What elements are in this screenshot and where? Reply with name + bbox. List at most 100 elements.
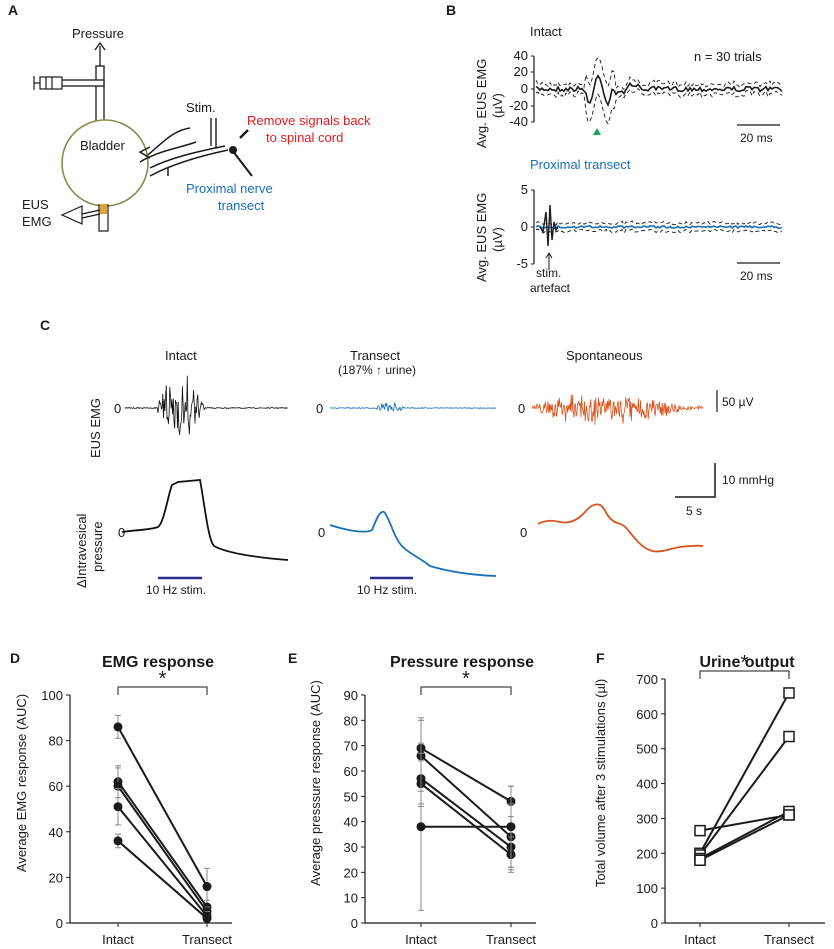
d-point (113, 836, 123, 846)
c-col-intact: Intact (165, 348, 197, 363)
e-sig-star: * (462, 668, 470, 690)
c-row-pressure-line1: ΔIntravesical (74, 513, 89, 588)
c-pressure-intact-trace (121, 479, 289, 561)
panel-label-f: F (596, 650, 605, 666)
c-pr-transect-zero: 0 (318, 525, 325, 540)
remove-signals-line2: to spinal cord (266, 130, 343, 145)
d-ytick-label: 40 (49, 825, 63, 840)
nerve-bundle (138, 127, 229, 177)
e-xtick-label: Intact (405, 932, 437, 947)
c-emg-transect-zero: 0 (316, 401, 323, 416)
f-series-line (699, 692, 790, 854)
panel-label-e: E (288, 650, 297, 666)
f-ytick-label: 300 (636, 811, 658, 826)
b-top-scalebar-label: 20 ms (740, 131, 773, 145)
e-xtick-label: Transect (486, 932, 536, 947)
f-ytick-label: 500 (636, 742, 658, 757)
panel-b: B Intact n = 30 trials Avg. EUS EMG (µV)… (446, 2, 783, 295)
b-top-mean-trace (535, 74, 783, 108)
d-point (113, 722, 123, 732)
f-ytick-label: 200 (636, 846, 658, 861)
d-chart: 0 20 40 60 80 100 Intact Transect * (41, 668, 232, 947)
b-artefact-line2: artefact (530, 281, 571, 295)
f-point (783, 730, 795, 743)
f-series-line (699, 814, 790, 862)
panel-label-c: C (40, 317, 50, 333)
e-ytick-label: 50 (344, 789, 358, 804)
f-point (694, 824, 706, 837)
syringe-icon (33, 76, 63, 90)
b-bottom-sd-lower (535, 228, 783, 234)
e-ytick-label: 10 (344, 891, 358, 906)
panel-label-d: D (10, 650, 20, 666)
e-ytick-label: 80 (344, 713, 358, 728)
e-ytick-label: 30 (344, 840, 358, 855)
c-time-scalebar-label: 5 s (686, 504, 702, 518)
f-ytick-label: 600 (636, 707, 658, 722)
b-onset-marker-icon (593, 128, 601, 135)
f-chart: 0 100 200 300 400 500 600 700 Intact Transect * (636, 652, 825, 947)
c-stim-label-transect: 10 Hz stim. (357, 583, 417, 597)
pressure-line (59, 41, 106, 123)
b-top-sd-lower (535, 87, 783, 125)
eus-emg-line1: EUS (22, 197, 49, 212)
f-series-line (699, 810, 790, 860)
d-ytick-label: 20 (49, 870, 63, 885)
c-pr-intact-zero: 0 (118, 525, 125, 540)
panel-label-b: B (446, 2, 456, 18)
b-top-tick-label: 0 (521, 81, 528, 96)
bladder-circle (61, 119, 149, 207)
e-ylabel: Average presssure response (AUC) (308, 680, 323, 886)
c-emg-scalebar-label: 50 µV (722, 395, 754, 409)
c-pr-spont-zero: 0 (520, 525, 527, 540)
c-stim-label-intact: 10 Hz stim. (146, 583, 206, 597)
b-intact-title: Intact (530, 24, 562, 39)
f-ytick-label: 700 (636, 672, 658, 687)
b-top-tick-label: -20 (509, 98, 528, 113)
panel-f: F Urine output Total volume after 3 stim… (593, 650, 825, 947)
e-series-line (420, 747, 512, 803)
b-bottom-mean-trace (535, 224, 783, 230)
f-title: Urine output (699, 654, 795, 671)
c-emg-transect-trace (329, 401, 496, 413)
b-top-ylabel-line1: Avg. EUS EMG (474, 59, 489, 148)
d-point (202, 913, 212, 923)
bladder-label: Bladder (80, 138, 125, 153)
e-point (416, 822, 426, 832)
c-emg-intact-trace (124, 375, 288, 435)
b-bottom-tick-label: -5 (516, 256, 528, 271)
b-bottom-sd-upper (535, 220, 783, 226)
b-transect-title: Proximal transect (530, 157, 631, 172)
d-series-line (117, 785, 208, 913)
f-sig-star: * (741, 652, 749, 674)
d-series-line (117, 781, 208, 908)
transect-blade-icon (229, 129, 253, 177)
proximal-nerve-line1: Proximal nerve (186, 181, 273, 196)
c-col-transect-sub: (187% ↑ urine) (338, 363, 416, 377)
f-sig-bracket (699, 670, 790, 679)
b-bottom-tick-label: 5 (521, 182, 528, 197)
b-artefact-arrowhead-icon (545, 252, 553, 259)
f-point (694, 854, 706, 867)
e-series-line (420, 782, 512, 856)
b-bottom-y-ticks: 5 0 -5 (516, 182, 534, 271)
c-pressure-spont-trace (537, 503, 704, 553)
c-row-pressure-line2: pressure (90, 521, 105, 572)
d-series-line (117, 726, 208, 888)
panel-d: D EMG response Average EMG response (AUC… (10, 650, 232, 947)
e-chart: 0 10 20 30 40 50 60 70 80 90 Intact Transect * (344, 668, 537, 947)
e-point (506, 822, 516, 832)
c-emg-spont-trace (531, 394, 704, 425)
d-xtick-label: Transect (182, 932, 232, 947)
d-ytick-label: 80 (49, 734, 63, 749)
pressure-label: Pressure (72, 26, 124, 41)
panel-c: C Intact Transect (187% ↑ urine) Spontan… (40, 317, 774, 597)
e-ytick-label: 0 (351, 916, 358, 931)
e-series-line (420, 755, 512, 838)
urethra-electrode (60, 204, 109, 232)
b-top-tick-label: -40 (509, 114, 528, 129)
stim-label: Stim. (186, 100, 216, 115)
f-xtick-label: Transect (764, 932, 814, 947)
b-artefact-line1: stim. (536, 266, 561, 280)
